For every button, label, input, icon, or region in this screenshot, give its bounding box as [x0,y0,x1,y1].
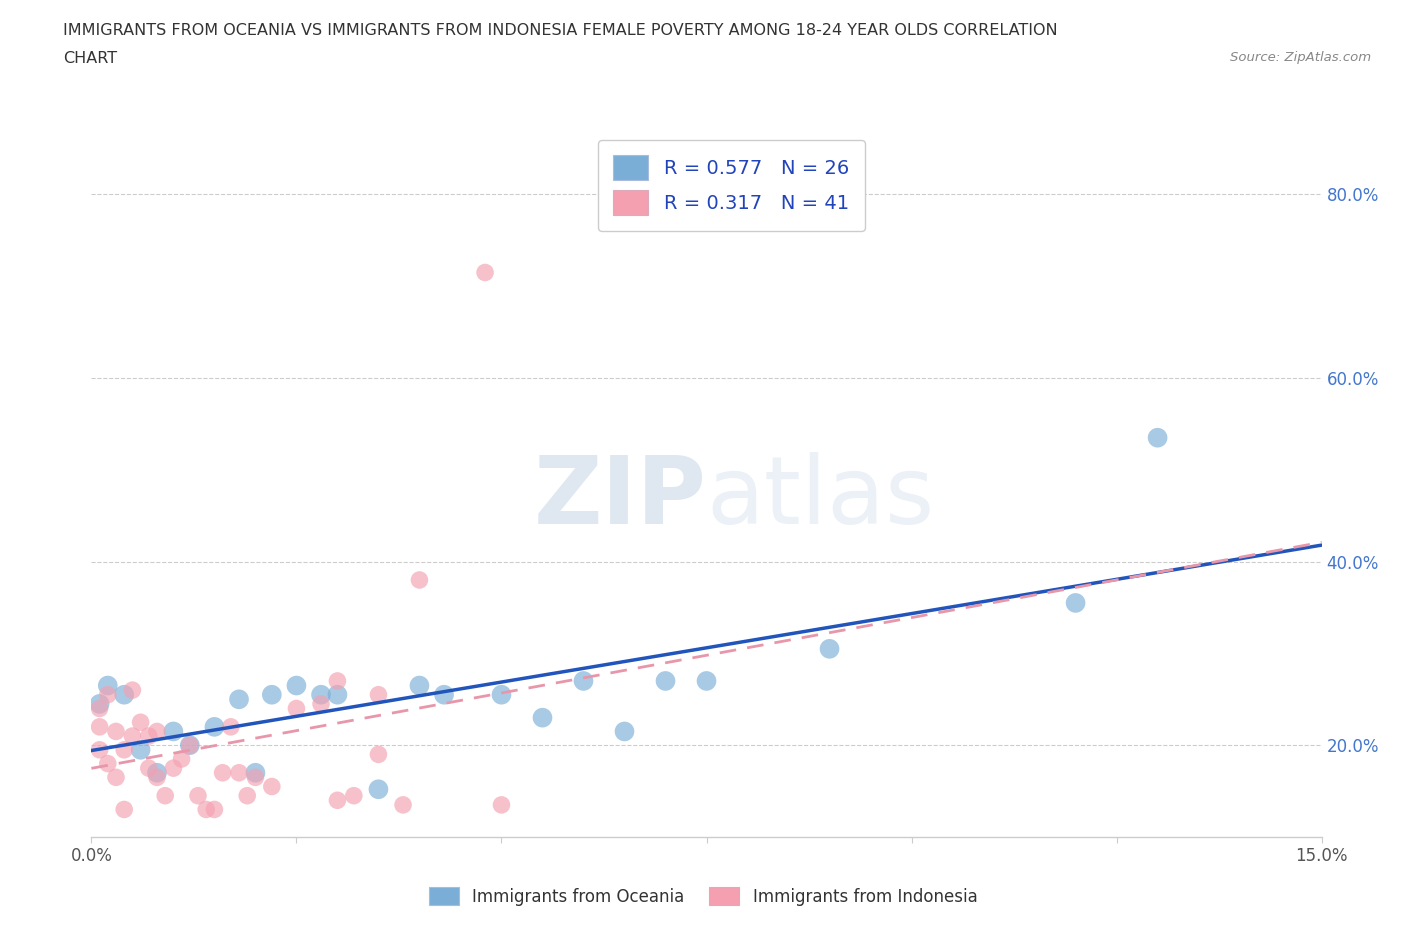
Point [97,678,120,693]
Point [343,789,366,804]
Point [162,724,184,738]
Point [326,673,349,688]
Point [228,692,250,707]
Point [367,747,389,762]
Point [138,761,160,776]
Point [112,742,135,757]
Point [187,789,209,804]
Point [818,642,841,657]
Point [89,697,111,711]
Point [408,678,430,693]
Point [260,779,283,794]
Point [202,802,225,817]
Point [138,728,160,743]
Point [146,724,169,738]
Point [89,701,111,716]
Point [491,797,513,812]
Point [285,678,308,693]
Point [474,848,496,863]
Point [654,673,676,688]
Legend: R = 0.577   N = 26, R = 0.317   N = 41: R = 0.577 N = 26, R = 0.317 N = 41 [598,140,865,231]
Point [260,687,283,702]
Point [228,765,250,780]
Point [367,782,389,797]
Point [129,742,152,757]
Point [129,715,152,730]
Point [1064,595,1087,610]
Point [195,802,218,817]
Point [367,687,389,702]
Point [491,687,513,702]
Point [89,720,111,735]
Point [326,793,349,808]
Point [146,765,169,780]
Point [121,728,143,743]
Point [695,673,717,688]
Point [97,756,120,771]
Text: IMMIGRANTS FROM OCEANIA VS IMMIGRANTS FROM INDONESIA FEMALE POVERTY AMONG 18-24 : IMMIGRANTS FROM OCEANIA VS IMMIGRANTS FR… [63,23,1057,38]
Point [433,687,456,702]
Text: CHART: CHART [63,51,117,66]
Point [170,751,193,766]
Point [202,720,225,735]
Point [89,742,111,757]
Text: ZIP: ZIP [534,452,706,544]
Point [1146,431,1168,445]
Point [162,761,184,776]
Point [309,687,332,702]
Point [326,687,349,702]
Point [285,701,308,716]
Point [211,765,233,780]
Point [105,770,127,785]
Point [245,770,267,785]
Point [105,724,127,738]
Point [179,737,201,752]
Point [572,673,595,688]
Point [408,573,430,588]
Point [219,720,242,735]
Point [613,724,636,738]
Point [392,797,415,812]
Point [309,697,332,711]
Point [179,737,201,752]
Point [531,711,554,725]
Point [474,265,496,280]
Point [112,687,135,702]
Point [245,765,267,780]
Point [146,770,169,785]
Legend: Immigrants from Oceania, Immigrants from Indonesia: Immigrants from Oceania, Immigrants from… [422,881,984,912]
Point [112,802,135,817]
Text: atlas: atlas [706,452,935,544]
Text: Source: ZipAtlas.com: Source: ZipAtlas.com [1230,51,1371,64]
Point [236,789,259,804]
Point [97,687,120,702]
Point [121,683,143,698]
Point [153,789,177,804]
